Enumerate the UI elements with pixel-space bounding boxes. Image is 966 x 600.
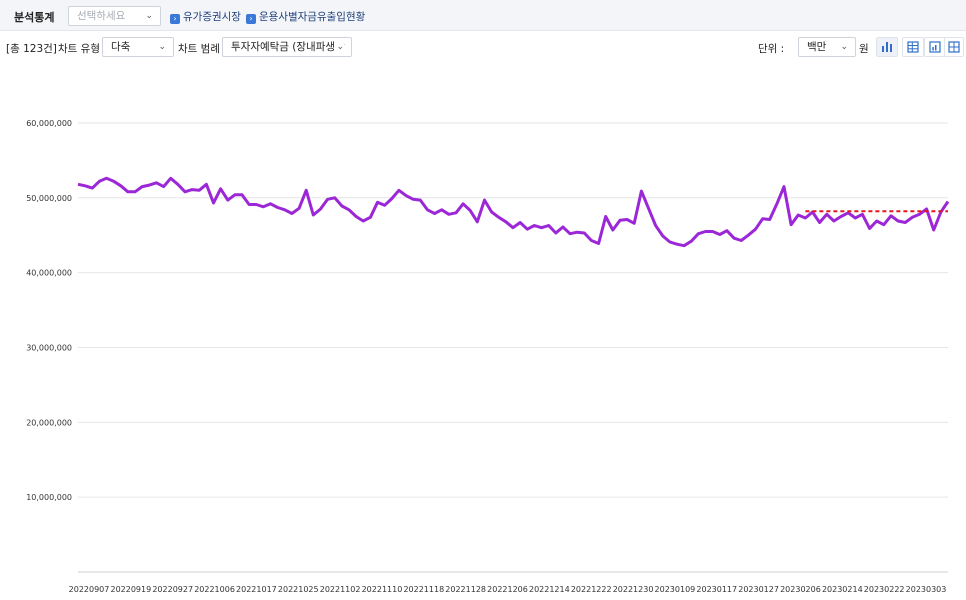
line-chart: 60,000,000 50,000,000 40,000,000 30,000,000… [26, 119, 950, 594]
chevron-right-icon: › [246, 14, 256, 24]
filter-bar: 분석통계 선택하세요 ⌄ › 유가증권시장 › 운용사별자금유출입현황 [0, 0, 966, 31]
y-tick-label: 30,000,000 [26, 343, 72, 352]
x-tick-label: 20221222 [571, 585, 612, 594]
x-tick-label: 20221025 [278, 585, 319, 594]
table-icon [907, 41, 919, 53]
x-tick-label: 20221128 [445, 585, 486, 594]
x-tick-label: 20221102 [320, 585, 361, 594]
x-tick-label: 20230109 [655, 585, 696, 594]
chevron-down-icon: ⌄ [145, 11, 153, 21]
y-tick-label: 10,000,000 [26, 493, 72, 502]
crumb-fund-flow-label: 운용사별자금유출입현황 [259, 11, 366, 23]
chart-table-button[interactable] [924, 37, 946, 57]
category-select-value: 선택하세요 [77, 10, 126, 22]
x-tick-label: 20221006 [194, 585, 235, 594]
y-tick-label: 50,000,000 [26, 194, 72, 203]
crumb-market-label: 유가증권시장 [183, 11, 241, 23]
chevron-down-icon: ⌄ [334, 38, 344, 56]
bar-chart-button[interactable] [876, 37, 898, 57]
series-line [77, 176, 950, 248]
x-tick-label: 20230117 [696, 585, 737, 594]
unit-select-value: 백만 [807, 41, 827, 53]
x-tick-label: 20221206 [487, 585, 528, 594]
x-tick-label: 20230214 [822, 585, 863, 594]
legend-label: 차트 범례 [178, 43, 220, 55]
chevron-down-icon: ⌄ [840, 42, 848, 52]
x-tick-label: 20230206 [780, 585, 821, 594]
chevron-right-icon: › [170, 14, 180, 24]
total-count: [총 123건] [6, 43, 57, 55]
chart-table-icon [929, 41, 941, 53]
bar-chart-icon [882, 42, 892, 52]
x-tick-label: 20220927 [152, 585, 193, 594]
series-lines [77, 176, 950, 248]
legend-select-value: 투자자예탁금 (장내파생상 [231, 41, 345, 53]
y-tick-label: 40,000,000 [26, 269, 72, 278]
x-tick-label: 20220919 [110, 585, 151, 594]
x-tick-label: 20221230 [613, 585, 654, 594]
crumb-market[interactable]: › 유가증권시장 [170, 9, 241, 24]
chart-type-select[interactable]: 다축 ⌄ [102, 37, 174, 57]
category-select[interactable]: 선택하세요 ⌄ [68, 6, 161, 26]
unit-suffix: 원 [859, 43, 869, 55]
x-tick-label: 20230222 [864, 585, 905, 594]
chevron-down-icon: ⌄ [158, 42, 166, 52]
chart-type-label: 차트 유형 [58, 43, 100, 55]
y-axis-labels: 60,000,000 50,000,000 40,000,000 30,000,000… [26, 119, 72, 502]
unit-label: 단위 : [758, 43, 785, 55]
grid-icon [948, 41, 960, 53]
x-tick-label: 20221118 [403, 585, 444, 594]
x-tick-label: 20221214 [529, 585, 570, 594]
chart-type-select-value: 다축 [111, 41, 131, 53]
y-tick-label: 60,000,000 [26, 119, 72, 128]
page-title: 분석통계 [14, 11, 55, 24]
gridlines [78, 122, 948, 573]
x-tick-label: 20220907 [69, 585, 110, 594]
x-axis-labels: 20220907 20220919 20220927 20221006 20221017… [69, 585, 947, 594]
x-tick-label: 20230127 [738, 585, 779, 594]
grid-view-button[interactable] [944, 37, 964, 57]
x-tick-label: 20230303 [906, 585, 947, 594]
x-tick-label: 20221110 [362, 585, 403, 594]
legend-select[interactable]: 투자자예탁금 (장내파생상 ⌄ [222, 37, 352, 57]
crumb-fund-flow[interactable]: › 운용사별자금유출입현황 [246, 9, 365, 24]
y-tick-label: 20,000,000 [26, 418, 72, 427]
x-tick-label: 20221017 [236, 585, 277, 594]
unit-select[interactable]: 백만 ⌄ [798, 37, 856, 57]
table-view-button[interactable] [902, 37, 924, 57]
